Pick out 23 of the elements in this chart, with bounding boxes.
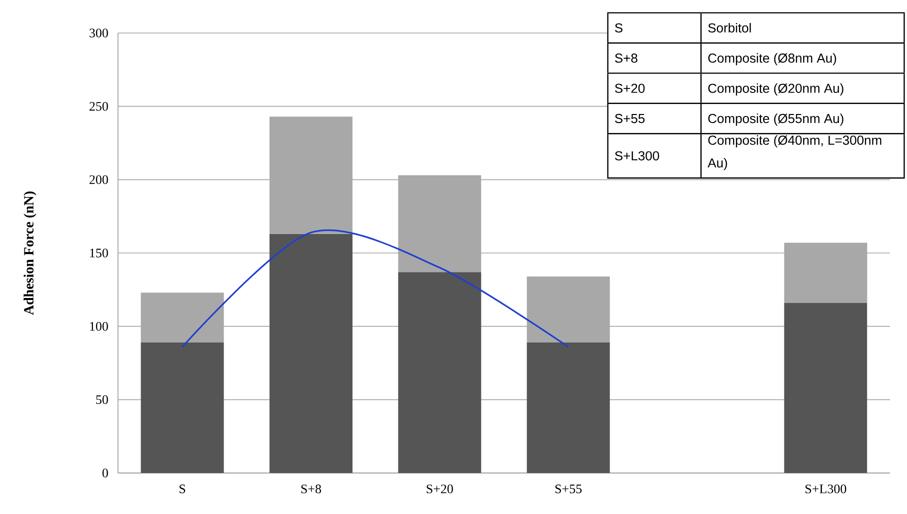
annotation: Composite (Ø20nm Au) — [708, 83, 844, 96]
text: Sorbitol — [708, 22, 751, 33]
annotation: Composite (Ø40nm, L=300nm Au) — [708, 135, 882, 170]
annotation: Composite (Ø8nm Au) — [708, 53, 836, 66]
annotation: Composite (Ø55nm Au) — [708, 114, 844, 126]
y-tick-label: 0 — [102, 468, 108, 478]
annotation: S+20 — [615, 84, 645, 93]
x-tick-label: S+8 — [301, 484, 322, 494]
annotation: S+8 — [615, 54, 638, 63]
y-tick-label: 100 — [90, 322, 108, 331]
annotation: S+55 — [615, 114, 645, 124]
y-axis-title: Adhesion Force (nN) — [24, 192, 36, 315]
y-tick-label: 50 — [96, 395, 108, 404]
y-tick-label: 150 — [90, 248, 108, 258]
x-tick-label: S+L300 — [806, 484, 846, 494]
y-tick-label: 300 — [90, 28, 108, 38]
text: S — [615, 23, 622, 33]
annotation: S+L300 — [615, 151, 660, 160]
y-tick-label: 250 — [90, 102, 108, 111]
x-tick-label: S+20 — [426, 484, 453, 494]
x-tick-label: S+55 — [555, 484, 582, 494]
y-tick-label: 200 — [90, 175, 108, 184]
x-tick-label: S — [180, 484, 186, 494]
